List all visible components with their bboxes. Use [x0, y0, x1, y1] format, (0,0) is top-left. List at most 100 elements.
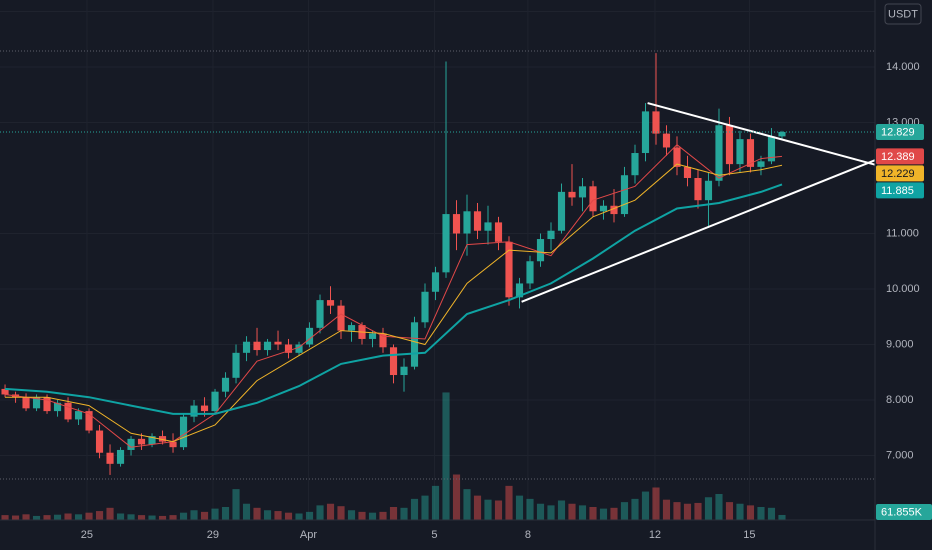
- volume-bar: [358, 511, 366, 520]
- volume-bar: [463, 489, 471, 520]
- candle-body: [389, 347, 398, 376]
- x-tick-label: Apr: [300, 529, 317, 541]
- volume-bar: [641, 491, 650, 520]
- candle-body: [578, 186, 587, 198]
- candle-body: [484, 222, 492, 231]
- volume-bar: [211, 508, 219, 520]
- volume-bar: [295, 513, 303, 520]
- y-tick-label: 10.000: [886, 283, 920, 295]
- moving-average: [4, 144, 783, 448]
- candle-body: [253, 341, 261, 351]
- candle-body: [568, 191, 576, 198]
- price-unit: USDT: [888, 8, 918, 20]
- candle-body: [74, 411, 83, 420]
- volume-bar: [190, 510, 198, 520]
- volume-bar: [631, 498, 639, 520]
- candle-body: [190, 405, 198, 417]
- volume-bar: [232, 489, 240, 520]
- volume-bar: [242, 503, 251, 520]
- candle-body: [631, 153, 639, 176]
- volume-bar: [116, 513, 125, 520]
- y-tick-label: 9.000: [886, 338, 914, 350]
- candle-body: [148, 436, 156, 445]
- x-tick-label: 25: [81, 529, 93, 541]
- x-tick-label: 8: [525, 529, 531, 541]
- candle-body: [442, 214, 450, 273]
- y-tick-label: 14.000: [886, 61, 920, 73]
- candle-body: [200, 405, 209, 412]
- volume-bar: [200, 511, 209, 520]
- candle-body: [85, 411, 93, 431]
- candle-body: [557, 191, 566, 231]
- price-label-box: [876, 182, 924, 199]
- price-label-box: [876, 165, 924, 182]
- volume-bar: [95, 511, 104, 520]
- volume-bar: [484, 499, 492, 520]
- volume-label: 61.855K: [881, 506, 923, 518]
- candle-body: [662, 133, 671, 148]
- candle-body: [274, 341, 282, 345]
- candle-body: [158, 436, 167, 442]
- volume-bar: [557, 500, 566, 520]
- volume-bar: [778, 514, 786, 520]
- volume-bar: [673, 502, 681, 520]
- candle-body: [715, 125, 723, 181]
- volume-bar: [757, 507, 765, 520]
- candle-body: [221, 377, 230, 392]
- volume-bar: [179, 512, 188, 520]
- volume-bar: [127, 514, 135, 520]
- candle-body: [410, 322, 419, 367]
- candle-body: [452, 214, 461, 234]
- volume-bar: [326, 503, 335, 520]
- candle-body: [169, 441, 177, 448]
- candle-body: [736, 139, 744, 165]
- candle-body: [1, 388, 9, 395]
- candle-body: [421, 291, 429, 323]
- candle-body: [32, 397, 41, 409]
- volume-layer: [1, 392, 786, 520]
- volume-bar: [106, 507, 114, 520]
- candle-body: [589, 186, 597, 212]
- volume-bar: [53, 514, 62, 520]
- candle-body: [526, 261, 534, 284]
- volume-bar: [284, 512, 293, 520]
- candle-body: [305, 327, 314, 345]
- candle-body: [694, 177, 702, 201]
- volume-bar: [347, 510, 356, 520]
- candle-body: [127, 438, 135, 450]
- candle-body: [22, 397, 30, 409]
- price-label: 11.885: [881, 185, 914, 197]
- candle-body: [473, 211, 482, 231]
- volume-bar: [305, 511, 314, 520]
- volume-bar: [1, 515, 9, 520]
- volume-bar: [379, 511, 387, 520]
- candle-body: [263, 341, 272, 351]
- volume-bar: [169, 515, 177, 520]
- volume-bar: [568, 503, 576, 520]
- volume-bar: [32, 515, 41, 520]
- candle-body: [620, 175, 629, 215]
- volume-label-box: [876, 504, 932, 520]
- volume-bar: [767, 507, 776, 520]
- volume-bar: [662, 499, 671, 520]
- volume-bar: [515, 495, 524, 520]
- candle-body: [778, 131, 786, 137]
- volume-bar: [158, 515, 167, 520]
- volume-bar: [452, 474, 461, 520]
- trendline: [647, 102, 876, 166]
- line-layer: [0, 102, 876, 448]
- unit-box[interactable]: [884, 3, 922, 25]
- volume-bar: [263, 510, 272, 520]
- candle-body: [767, 136, 776, 162]
- candle-body: [95, 430, 104, 453]
- candle-body: [463, 211, 471, 234]
- candle-body: [610, 205, 618, 215]
- candle-body: [757, 161, 765, 167]
- trendline: [521, 159, 876, 303]
- volume-bar: [704, 497, 713, 520]
- volume-bar: [725, 502, 734, 520]
- candle-body: [284, 344, 293, 353]
- volume-bar: [221, 507, 230, 520]
